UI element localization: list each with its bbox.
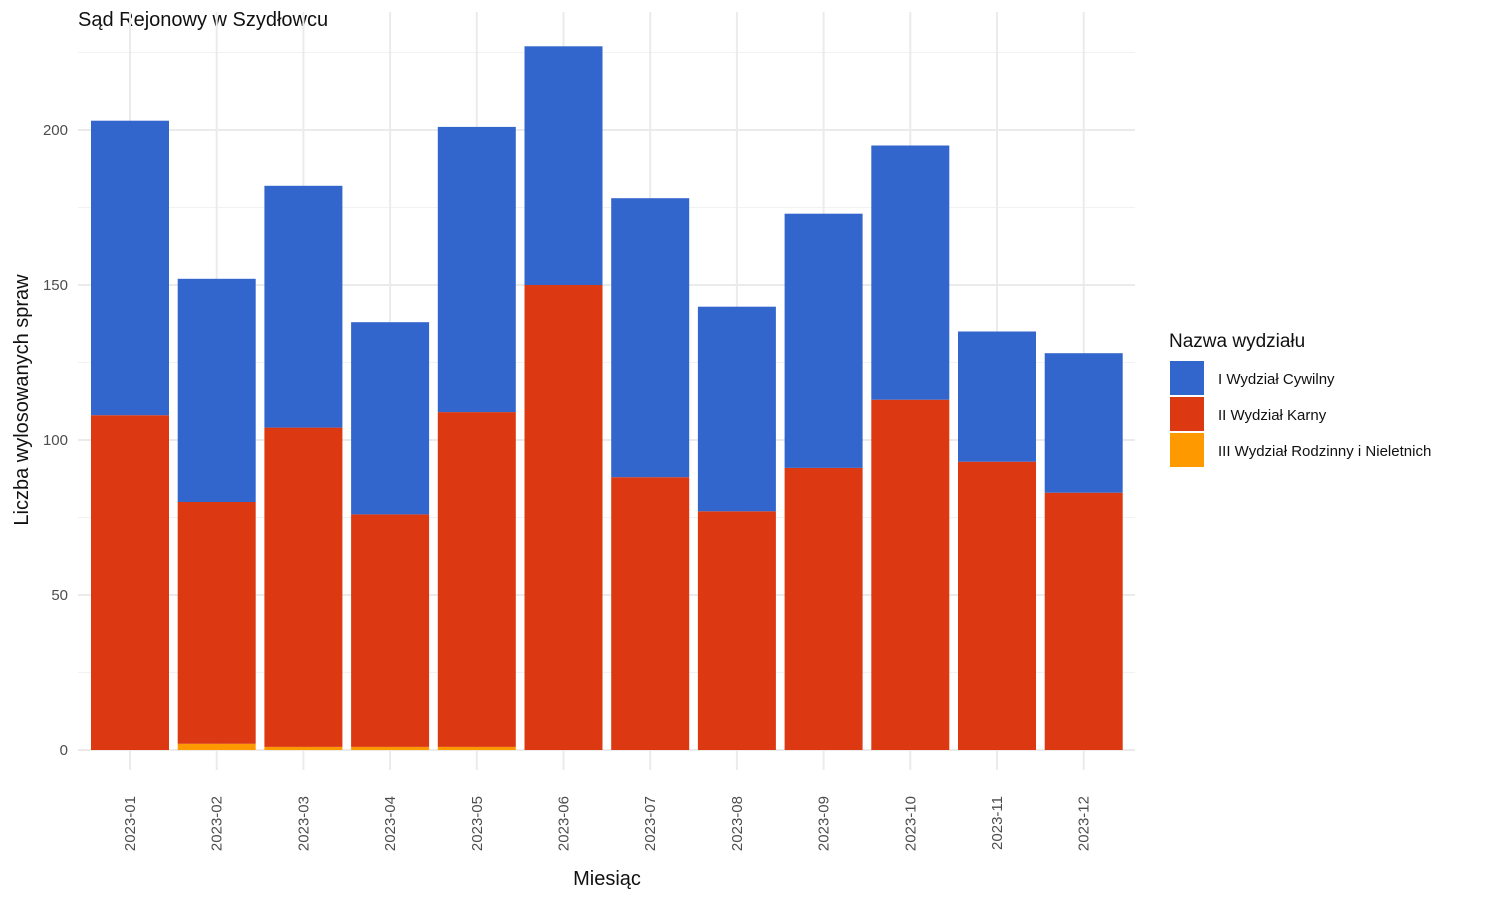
x-tick-label: 2023-03 (295, 796, 312, 851)
x-tick-label: 2023-09 (816, 796, 833, 851)
bar-2023-11-I (958, 331, 1036, 462)
bar-2023-02-III (177, 743, 256, 750)
bar-2023-08-II (697, 511, 776, 750)
x-tick-label: 2023-05 (469, 796, 486, 851)
x-tick-label: 2023-10 (902, 796, 919, 851)
bar-2023-08-I (697, 306, 776, 512)
bar-2023-04-I (351, 322, 430, 515)
bar-2023-06-II (524, 285, 603, 750)
bar-2023-06-I (524, 46, 603, 285)
x-axis-ticks: 2023-01 2023-02 2023-03 2023-04 2023-05 2023-… (122, 796, 1093, 851)
y-tick-label: 100 (43, 432, 68, 449)
bar-2023-07-I (611, 198, 690, 478)
bar-2023-05-II (437, 412, 516, 747)
bar-2023-09-II (784, 467, 863, 750)
x-tick-label: 2023-01 (122, 796, 139, 851)
legend-title: Nazwa wydziału (1169, 331, 1305, 352)
y-axis-title: Liczba wylosowanych spraw (11, 274, 33, 526)
x-tick-label: 2023-06 (556, 796, 573, 851)
bar-2023-04-III (351, 746, 430, 750)
x-tick-label: 2023-07 (642, 796, 659, 851)
bar-2023-10-I (871, 145, 950, 400)
legend-label: I Wydział Cywilny (1218, 371, 1335, 388)
legend: Nazwa wydziału I Wydział Cywilny II Wydzi… (1169, 331, 1431, 467)
bar-2023-03-I (264, 185, 343, 428)
x-tick-label: 2023-12 (1076, 796, 1093, 851)
y-tick-label: 200 (43, 122, 68, 139)
bar-2023-03-II (264, 427, 343, 747)
legend-key (1170, 397, 1204, 431)
x-axis-title: Miesiąc (573, 868, 641, 890)
x-tick-label: 2023-11 (989, 796, 1006, 850)
bar-2023-10-II (871, 399, 950, 750)
bar-2023-12-II (1044, 492, 1123, 750)
bar-2023-01-II (91, 415, 169, 750)
legend-label: II Wydział Karny (1218, 407, 1327, 424)
bar-2023-09-I (784, 213, 863, 468)
bar-2023-12-I (1044, 353, 1123, 493)
x-tick-label: 2023-02 (209, 796, 226, 851)
legend-key (1170, 433, 1204, 467)
legend-label: III Wydział Rodzinny i Nieletnich (1218, 443, 1431, 460)
bars (91, 46, 1123, 750)
y-axis-ticks: 0 50 100 150 200 (43, 122, 68, 759)
legend-key (1170, 361, 1204, 395)
bar-2023-02-II (177, 502, 256, 744)
chart-title: Sąd Rejonowy w Szydłowcu (78, 9, 328, 31)
bar-2023-11-II (958, 461, 1036, 750)
bar-2023-05-I (437, 126, 516, 413)
y-tick-label: 50 (51, 587, 68, 604)
bar-2023-05-III (437, 746, 516, 750)
bar-2023-04-II (351, 514, 430, 747)
y-tick-label: 0 (60, 742, 68, 759)
bar-2023-03-III (264, 746, 343, 750)
bar-2023-07-II (611, 477, 690, 750)
x-tick-label: 2023-08 (729, 796, 746, 851)
x-tick-label: 2023-04 (382, 796, 399, 851)
bar-2023-01-I (91, 120, 169, 416)
bar-2023-02-I (177, 278, 256, 502)
y-tick-label: 150 (43, 277, 68, 294)
